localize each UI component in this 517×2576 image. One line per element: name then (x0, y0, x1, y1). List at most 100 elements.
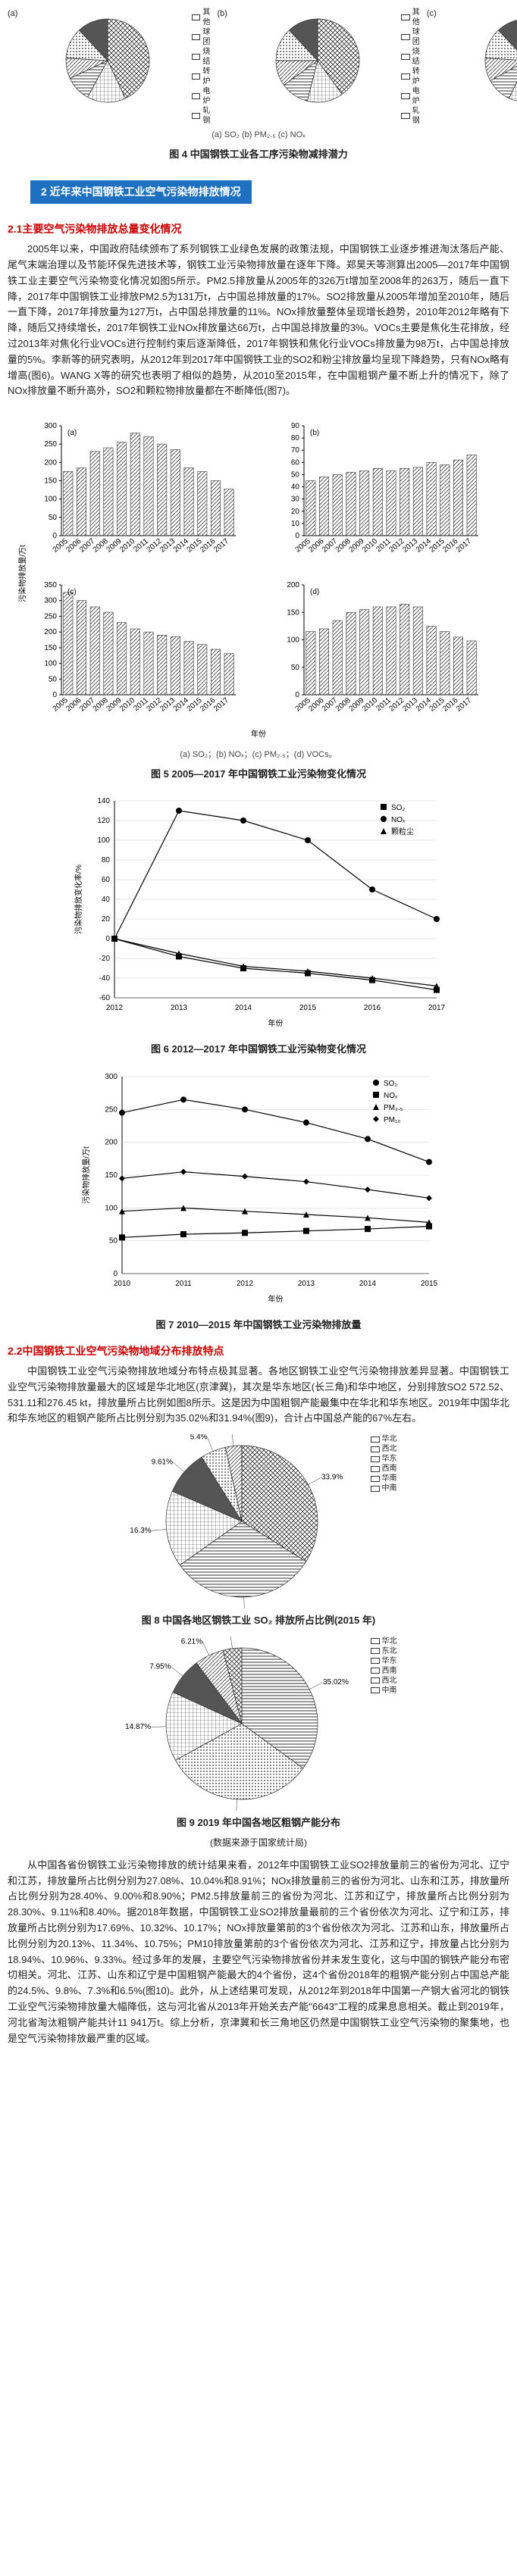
svg-text:10: 10 (291, 520, 300, 528)
section-2-header: 2 近年来中国钢铁工业空气污染物排放情况 (30, 180, 252, 203)
body-2-2-1: 中国钢铁工业空气污染物排放地域分布特点极其显著。各地区钢铁工业空气污染物排放差异… (8, 1364, 509, 1427)
body-final: 从中国各省份钢铁工业污染物排放的统计结果来看，2012年中国钢铁工业SO2排放量… (8, 1858, 509, 2047)
svg-text:5.4%: 5.4% (190, 1434, 207, 1442)
svg-text:100: 100 (44, 660, 57, 668)
svg-text:2015: 2015 (421, 1280, 438, 1288)
svg-text:200: 200 (44, 458, 57, 467)
svg-text:颗粒尘: 颗粒尘 (391, 827, 414, 836)
svg-text:300: 300 (44, 597, 57, 605)
svg-text:31.94%: 31.94% (210, 1810, 236, 1811)
svg-text:20: 20 (102, 915, 111, 924)
svg-text:-20: -20 (99, 955, 111, 963)
svg-text:16.3%: 16.3% (130, 1527, 151, 1535)
svg-text:150: 150 (44, 644, 57, 652)
svg-text:0: 0 (295, 691, 299, 699)
svg-text:4.01%: 4.01% (208, 1637, 230, 1638)
svg-text:0: 0 (52, 691, 57, 699)
svg-text:33.9%: 33.9% (321, 1474, 342, 1482)
figure-8: 33.9%31.3%16.3%9.61%5.4%3.45%华北西北华东西南华南中… (0, 1434, 517, 1629)
svg-text:2013: 2013 (171, 1004, 188, 1012)
svg-text:300: 300 (44, 422, 57, 430)
svg-text:150: 150 (105, 1171, 118, 1180)
svg-text:-60: -60 (99, 994, 111, 1002)
subsection-2-1: 2.1主要空气污染物排放总量变化情况 (8, 220, 509, 237)
svg-text:年份: 年份 (268, 1018, 284, 1028)
svg-text:90: 90 (291, 422, 300, 430)
svg-text:6.21%: 6.21% (180, 1637, 202, 1646)
svg-text:0: 0 (113, 1270, 118, 1278)
svg-text:污染物排放量/万t: 污染物排放量/万t (81, 1146, 91, 1204)
svg-text:-40: -40 (99, 974, 111, 983)
figure-8-caption: 图 8 中国各地区钢铁工业 SO₂ 排放所占比例(2015 年) (0, 1613, 517, 1629)
svg-text:2011: 2011 (175, 1280, 192, 1288)
svg-text:200: 200 (287, 581, 299, 589)
svg-text:2010: 2010 (114, 1280, 131, 1288)
svg-text:200: 200 (105, 1139, 118, 1147)
svg-text:2017: 2017 (455, 537, 473, 555)
svg-text:80: 80 (291, 434, 300, 442)
svg-text:20: 20 (291, 508, 300, 516)
svg-text:SO₂: SO₂ (391, 804, 405, 812)
svg-text:PM₁₀: PM₁₀ (384, 1116, 401, 1124)
figure-7-caption: 图 7 2010—2015 年中国钢铁工业污染物排放量 (0, 1318, 517, 1333)
svg-text:2012: 2012 (106, 1004, 124, 1012)
svg-text:(b): (b) (310, 429, 319, 437)
svg-text:14.87%: 14.87% (125, 1723, 151, 1731)
svg-text:2013: 2013 (298, 1280, 315, 1288)
svg-text:2014: 2014 (235, 1004, 252, 1012)
figure-4-caption: 图 4 中国钢铁工业各工序污染物减排潜力 (0, 147, 517, 163)
svg-text:50: 50 (109, 1237, 118, 1246)
svg-text:150: 150 (287, 608, 299, 617)
figure-7: 0501001502002503002010201120122013201420… (0, 1065, 517, 1333)
figure-5-caption: 图 5 2005—2017 年中国钢铁工业污染物变化情况 (0, 767, 517, 783)
svg-text:40: 40 (102, 896, 111, 904)
svg-text:120: 120 (97, 817, 110, 825)
svg-text:80: 80 (102, 856, 111, 864)
svg-text:50: 50 (49, 514, 58, 522)
svg-text:NOₓ: NOₓ (384, 1092, 398, 1100)
svg-text:70: 70 (291, 446, 300, 455)
figure-9: 35.02%31.94%14.87%7.95%6.21%4.01%华北东北华东西… (0, 1637, 517, 1850)
svg-text:2016: 2016 (364, 1004, 381, 1012)
svg-text:300: 300 (105, 1073, 118, 1081)
subsection-2-2: 2.2中国钢铁工业空气污染物地域分布排放特点 (8, 1343, 509, 1359)
svg-text:2017: 2017 (455, 696, 473, 714)
figure-6: -60-40-200204060801001201402012201320142… (0, 789, 517, 1058)
svg-text:7.95%: 7.95% (149, 1662, 171, 1671)
svg-text:2017: 2017 (428, 1004, 446, 1012)
svg-text:2012: 2012 (237, 1280, 254, 1288)
svg-text:SO₂: SO₂ (384, 1080, 397, 1088)
svg-text:3.45%: 3.45% (210, 1434, 231, 1435)
svg-text:(a): (a) (67, 429, 77, 437)
figure-9-caption: 图 9 2019 年中国各地区粗钢产能分布 (0, 1815, 517, 1831)
svg-text:2014: 2014 (359, 1280, 377, 1288)
svg-text:50: 50 (291, 664, 300, 672)
svg-text:污染物排放变化率/%: 污染物排放变化率/% (74, 864, 83, 934)
svg-text:年份: 年份 (268, 1294, 284, 1304)
svg-text:0: 0 (295, 532, 299, 540)
svg-text:9.61%: 9.61% (151, 1458, 172, 1466)
svg-text:100: 100 (97, 836, 110, 845)
svg-text:50: 50 (291, 471, 300, 480)
svg-text:150: 150 (44, 477, 57, 486)
svg-text:NOₓ: NOₓ (391, 816, 406, 824)
svg-text:0: 0 (52, 532, 57, 540)
svg-text:2015: 2015 (299, 1004, 317, 1012)
svg-text:250: 250 (105, 1105, 118, 1114)
svg-text:PM₂.₅: PM₂.₅ (384, 1104, 403, 1112)
svg-text:140: 140 (97, 797, 110, 805)
svg-text:35.02%: 35.02% (322, 1678, 348, 1687)
svg-text:30: 30 (291, 496, 300, 504)
svg-text:60: 60 (291, 458, 300, 467)
figure-5: (a)0501001502002503002005200620072008200… (0, 407, 517, 782)
figure-4: (a)其他球团烧结转炉电炉轧钢(b)其他球团烧结转炉电炉轧钢(c)其他球团烧结转… (0, 8, 517, 162)
svg-text:250: 250 (44, 613, 57, 621)
body-2-1: 2005年以来，中国政府陆续颁布了系列钢铁工业绿色发展的政策法规，中国钢铁工业逐… (8, 242, 509, 399)
svg-text:200: 200 (44, 628, 57, 636)
svg-text:(d): (d) (310, 588, 319, 596)
svg-text:100: 100 (44, 496, 57, 504)
svg-text:年份: 年份 (251, 729, 266, 739)
svg-text:350: 350 (44, 581, 57, 589)
svg-text:2017: 2017 (212, 537, 230, 555)
svg-text:60: 60 (102, 876, 111, 884)
